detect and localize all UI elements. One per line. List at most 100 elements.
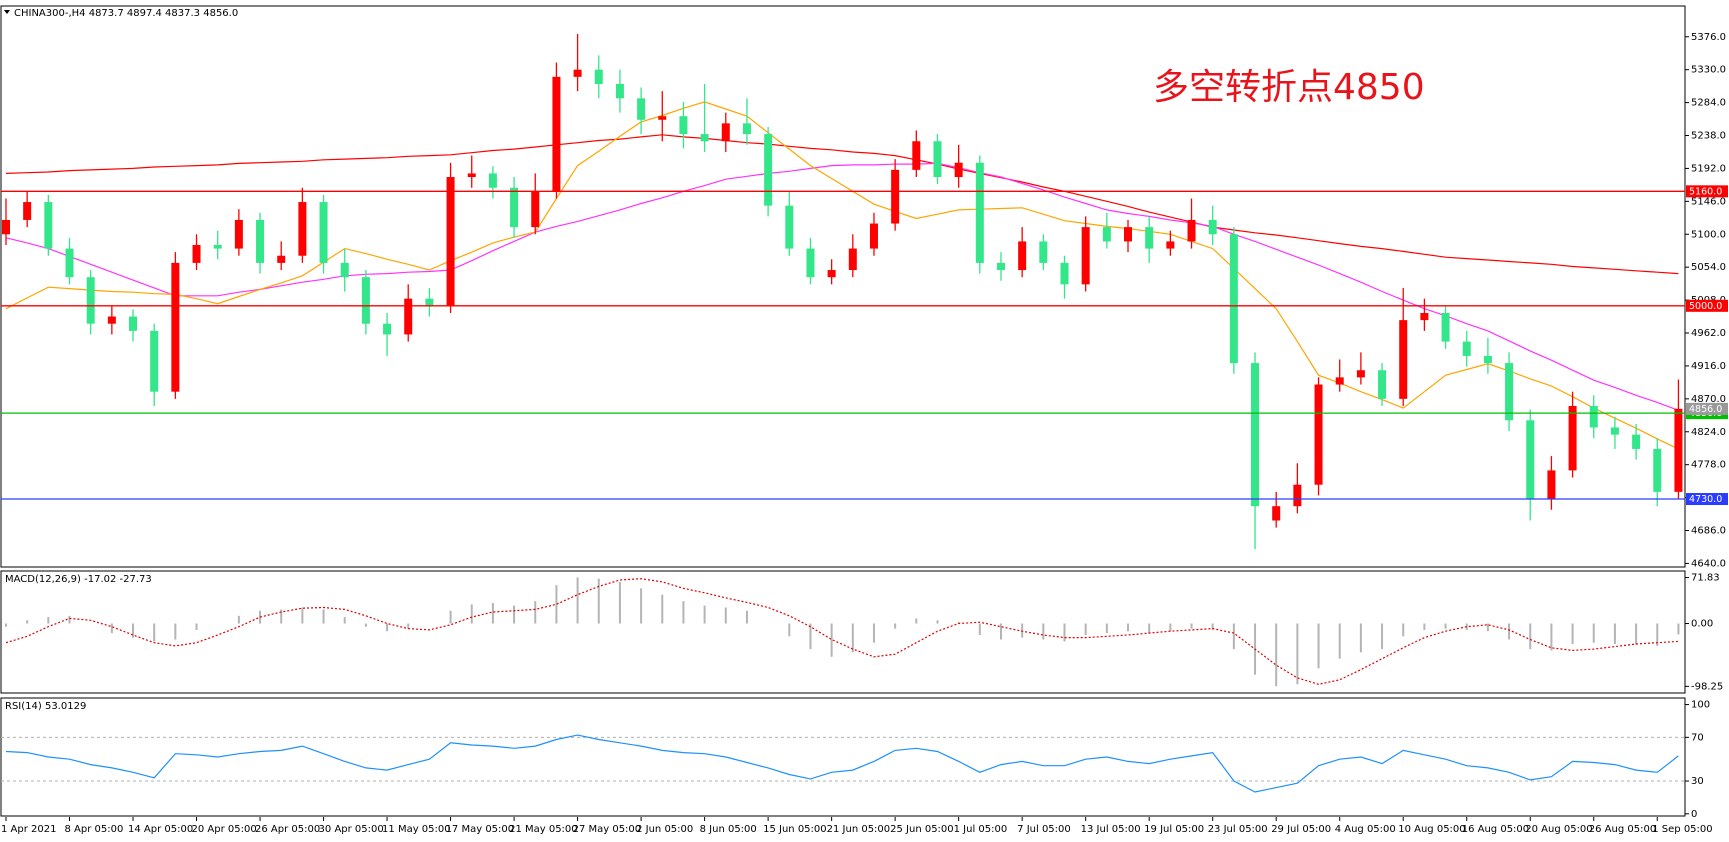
y-tick-label: 4870.0 — [1691, 394, 1726, 405]
candle-body — [1039, 241, 1048, 263]
candle-body — [1229, 234, 1238, 364]
level-tag — [1686, 185, 1728, 198]
x-tick-label: 16 Aug 05:00 — [1462, 824, 1529, 835]
y-tick-label: 5376.0 — [1691, 32, 1726, 43]
candle-body — [594, 69, 603, 84]
level-tag-label: 5000.0 — [1689, 301, 1722, 312]
candle-body — [65, 248, 74, 278]
candle-body — [1060, 262, 1069, 285]
menu-triangle[interactable] — [4, 10, 10, 14]
candle-body — [129, 316, 138, 331]
candle-body — [1505, 363, 1514, 421]
x-tick-label: 8 Jun 05:00 — [700, 824, 757, 835]
candle-body — [1547, 470, 1556, 500]
candle-body — [1102, 227, 1111, 242]
candle-body — [552, 76, 561, 192]
candle-body — [891, 169, 900, 224]
candle-body — [107, 316, 116, 324]
candle-body — [1272, 506, 1281, 521]
x-tick-label: 1 Jul 05:00 — [954, 824, 1008, 835]
panel-frame — [0, 570, 1686, 694]
candle-body — [86, 277, 95, 324]
candle-body — [996, 262, 1005, 271]
y-tick-label: 5192.0 — [1691, 163, 1726, 174]
y-tick-label: 5238.0 — [1691, 131, 1726, 142]
candle-body — [23, 202, 32, 220]
x-tick-label: 21 Jun 05:00 — [827, 824, 891, 835]
x-tick-label: 30 Apr 05:00 — [319, 824, 384, 835]
candle-body — [806, 248, 815, 278]
candle-body — [700, 134, 709, 142]
candle-body — [488, 173, 497, 188]
candle-body — [277, 255, 286, 263]
candle-body — [1674, 408, 1683, 492]
x-tick-label: 20 Aug 05:00 — [1525, 824, 1592, 835]
candle-body — [510, 187, 519, 228]
candle-body — [213, 244, 222, 249]
x-tick-label: 19 Jul 05:00 — [1144, 824, 1204, 835]
candle-body — [679, 116, 688, 135]
candle-body — [467, 173, 476, 178]
symbol-header: CHINA300-,H4 4873.7 4897.4 4837.3 4856.0 — [14, 8, 238, 19]
y-tick-label: 4778.0 — [1691, 460, 1726, 471]
candle-body — [425, 298, 434, 306]
x-tick-label: 25 Jun 05:00 — [890, 824, 954, 835]
candle-body — [383, 323, 392, 335]
candle-body — [1166, 241, 1175, 249]
y-tick-label: 5100.0 — [1691, 229, 1726, 240]
candle-body — [1526, 420, 1535, 500]
candle-body — [446, 177, 455, 306]
candle-body — [785, 205, 794, 249]
x-tick-label: 15 Jun 05:00 — [763, 824, 827, 835]
candle-body — [256, 219, 265, 263]
candle-body — [1187, 219, 1196, 242]
candle-body — [615, 83, 624, 99]
candle-body — [1335, 377, 1344, 385]
x-tick-label: 26 Apr 05:00 — [255, 824, 320, 835]
candle-body — [954, 162, 963, 178]
candle-body — [1399, 320, 1408, 399]
level-tag — [1686, 299, 1728, 312]
candle-body — [912, 141, 921, 170]
candle-body — [1081, 227, 1090, 285]
moving-average — [5, 101, 1679, 450]
candle-body — [1632, 434, 1641, 449]
candle-body — [1420, 312, 1429, 321]
candle-body — [1145, 227, 1154, 249]
candle-body — [319, 202, 328, 263]
x-tick-label: 26 Aug 05:00 — [1589, 824, 1656, 835]
candle-body — [1653, 448, 1662, 492]
candle-body — [1462, 341, 1471, 356]
candle-body — [171, 262, 180, 392]
candle-body — [150, 330, 159, 392]
candle-body — [361, 277, 370, 324]
x-tick-label: 29 Jul 05:00 — [1271, 824, 1331, 835]
candle-body — [1314, 384, 1323, 485]
level-tag-label: 5160.0 — [1689, 186, 1722, 197]
moving-average — [5, 134, 1679, 275]
y-tick-label: 4640.0 — [1691, 558, 1726, 569]
candle-body — [658, 116, 667, 120]
candle-body — [234, 219, 243, 249]
y-tick-label: 5054.0 — [1691, 262, 1726, 273]
candle-body — [764, 134, 773, 206]
candle-body — [721, 123, 730, 142]
rsi-line — [5, 734, 1679, 793]
candle-body — [1251, 363, 1260, 507]
moving-average — [5, 162, 1679, 411]
y-tick-label: 0 — [1691, 809, 1697, 820]
last-price-tag — [1686, 402, 1728, 415]
x-tick-label: 27 May 05:00 — [573, 824, 642, 835]
x-tick-label: 4 Aug 05:00 — [1335, 824, 1396, 835]
level-tag — [1686, 493, 1728, 506]
y-tick-label: 5284.0 — [1691, 98, 1726, 109]
candle-body — [1441, 312, 1450, 342]
panel-frame — [0, 5, 1686, 568]
candle-body — [192, 244, 201, 263]
candle-body — [1018, 241, 1027, 271]
candle-body — [869, 223, 878, 249]
candle-body — [848, 248, 857, 271]
candle-body — [1610, 427, 1619, 435]
y-tick-label: 30 — [1691, 776, 1704, 787]
